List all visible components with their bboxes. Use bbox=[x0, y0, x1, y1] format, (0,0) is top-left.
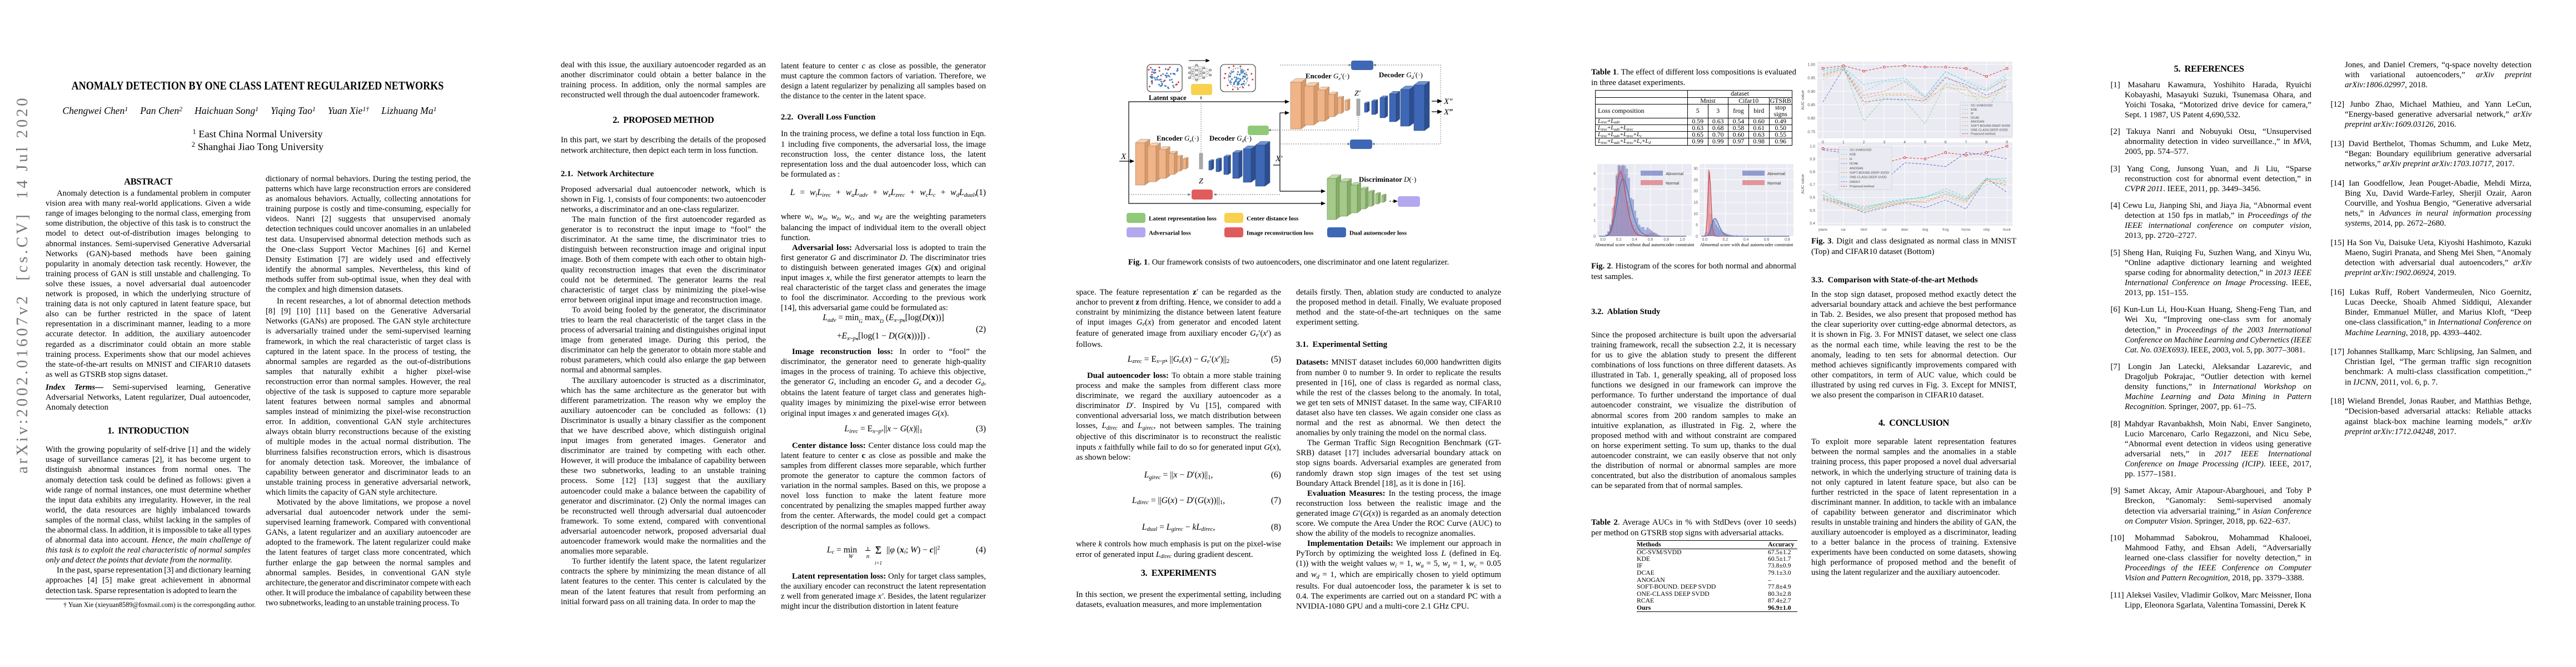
svg-text:OC-SVM/SVDD: OC-SVM/SVDD bbox=[1850, 149, 1871, 152]
svg-text:0.6: 0.6 bbox=[1810, 196, 1815, 200]
svg-text:Decoder Gd′(·): Decoder Gd′(·) bbox=[1379, 71, 1423, 80]
svg-text:Z: Z bbox=[1199, 177, 1203, 186]
svg-text:frog: frog bbox=[1942, 228, 1949, 232]
svg-text:ONE-CLASS-DEEP-SVDD: ONE-CLASS-DEEP-SVDD bbox=[1850, 176, 1887, 180]
svg-text:Center distance loss: Center distance loss bbox=[1247, 216, 1299, 222]
svg-text:0.0: 0.0 bbox=[1600, 238, 1606, 242]
svg-text:5: 5 bbox=[1696, 223, 1698, 227]
svg-text:ship: ship bbox=[1983, 228, 1990, 232]
svg-text:0.6: 0.6 bbox=[1648, 238, 1653, 242]
svg-text:20: 20 bbox=[1693, 190, 1698, 193]
svg-text:Abnormal score with dual autoe: Abnormal score with dual autoencoder con… bbox=[1700, 242, 1793, 247]
svg-text:0.0: 0.0 bbox=[1702, 238, 1707, 242]
svg-text:0.8: 0.8 bbox=[1663, 238, 1669, 242]
svg-text:15: 15 bbox=[1693, 201, 1698, 205]
svg-text:1.0: 1.0 bbox=[1810, 145, 1815, 148]
svg-text:0.2: 0.2 bbox=[1723, 238, 1728, 242]
svg-text:5: 5 bbox=[1924, 141, 1926, 145]
svg-text:truck: truck bbox=[2003, 228, 2011, 232]
svg-text:6: 6 bbox=[1945, 141, 1947, 145]
svg-text:deer: deer bbox=[1901, 228, 1909, 232]
svg-text:1: 1 bbox=[1593, 219, 1596, 223]
svg-text:car: car bbox=[1841, 228, 1846, 232]
svg-text:3: 3 bbox=[1883, 141, 1885, 145]
svg-text:Z′: Z′ bbox=[1354, 89, 1361, 98]
svg-text:SOFT-BOUND-DEEP-SVDD: SOFT-BOUND-DEEP-SVDD bbox=[1971, 125, 2010, 128]
svg-text:bird: bird bbox=[1861, 228, 1867, 232]
svg-text:0.2: 0.2 bbox=[1616, 238, 1622, 242]
svg-text:Normal: Normal bbox=[1767, 181, 1781, 186]
svg-text:0: 0 bbox=[1593, 235, 1596, 239]
svg-text:25: 25 bbox=[1693, 178, 1698, 182]
svg-text:0.7: 0.7 bbox=[1810, 183, 1815, 187]
svg-text:Discriminator D(·): Discriminator D(·) bbox=[1359, 175, 1416, 183]
svg-text:DADGT: DADGT bbox=[1850, 181, 1861, 184]
svg-text:Adversarial loss: Adversarial loss bbox=[1149, 230, 1191, 237]
svg-text:4: 4 bbox=[1904, 141, 1906, 145]
svg-text:AUC value: AUC value bbox=[1801, 90, 1805, 110]
svg-text:Decoder Gd(·): Decoder Gd(·) bbox=[1209, 134, 1252, 143]
svg-text:0.80: 0.80 bbox=[1807, 117, 1815, 121]
svg-text:0.4: 0.4 bbox=[1743, 238, 1749, 242]
svg-text:1.00: 1.00 bbox=[1807, 63, 1815, 67]
svg-text:0.4: 0.4 bbox=[1810, 222, 1815, 226]
svg-text:0: 0 bbox=[1822, 141, 1824, 145]
svg-text:2: 2 bbox=[1863, 141, 1865, 145]
svg-text:dog: dog bbox=[1922, 228, 1928, 232]
svg-text:KDE: KDE bbox=[1850, 153, 1856, 157]
svg-text:0.75: 0.75 bbox=[1807, 130, 1815, 134]
svg-text:0.9: 0.9 bbox=[1810, 158, 1815, 162]
svg-text:OC-SVM/SVDD: OC-SVM/SVDD bbox=[1971, 104, 1992, 108]
svg-text:cat: cat bbox=[1882, 228, 1887, 232]
svg-text:ONE-CLASS-DEEP-SVDD: ONE-CLASS-DEEP-SVDD bbox=[1971, 128, 2008, 132]
svg-text:SOFT-BOUND-DEEP-SVDD: SOFT-BOUND-DEEP-SVDD bbox=[1850, 172, 1889, 175]
svg-text:0.90: 0.90 bbox=[1807, 90, 1815, 94]
svg-text:Latent representation loss: Latent representation loss bbox=[1149, 216, 1217, 222]
svg-text:Proposed method: Proposed method bbox=[1971, 133, 1995, 136]
svg-text:9: 9 bbox=[2006, 141, 2008, 145]
svg-text:X′: X′ bbox=[1275, 155, 1283, 163]
svg-text:X‴: X‴ bbox=[1443, 108, 1453, 117]
svg-text:10: 10 bbox=[1693, 212, 1698, 216]
svg-text:Dual autoencoder loss: Dual autoencoder loss bbox=[1349, 230, 1407, 237]
svg-text:0.6: 0.6 bbox=[1764, 238, 1770, 242]
svg-text:horse: horse bbox=[1961, 228, 1971, 232]
svg-text:Abnormal: Abnormal bbox=[1767, 171, 1785, 176]
svg-text:0.5: 0.5 bbox=[1810, 209, 1815, 213]
svg-text:ANOGAN: ANOGAN bbox=[1850, 167, 1863, 170]
svg-text:Abnormal: Abnormal bbox=[1666, 171, 1683, 176]
svg-text:0.8: 0.8 bbox=[1810, 171, 1815, 175]
svg-text:0.85: 0.85 bbox=[1807, 103, 1815, 107]
svg-text:AUC value: AUC value bbox=[1801, 174, 1805, 194]
svg-text:2: 2 bbox=[1593, 203, 1596, 207]
svg-text:ANOGAN: ANOGAN bbox=[1971, 121, 1984, 124]
svg-text:0.4: 0.4 bbox=[1632, 238, 1637, 242]
svg-text:4: 4 bbox=[1593, 172, 1596, 176]
svg-text:Latent space: Latent space bbox=[1149, 94, 1187, 102]
svg-text:IF: IF bbox=[1971, 112, 1974, 116]
svg-text:KDE: KDE bbox=[1971, 108, 1977, 112]
svg-text:DCAE: DCAE bbox=[1850, 162, 1858, 166]
svg-text:8: 8 bbox=[1985, 141, 1987, 145]
svg-text:X: X bbox=[1120, 152, 1127, 161]
svg-text:Abnormal score without dual au: Abnormal score without dual autoencoder … bbox=[1595, 242, 1695, 247]
svg-text:Image reconstruction loss: Image reconstruction loss bbox=[1247, 230, 1314, 237]
svg-text:30: 30 bbox=[1693, 167, 1698, 171]
svg-text:3: 3 bbox=[1593, 188, 1596, 192]
svg-text:1.0: 1.0 bbox=[1680, 238, 1685, 242]
svg-text:plane: plane bbox=[1818, 228, 1827, 232]
svg-text:Encoder Ge(·): Encoder Ge(·) bbox=[1157, 134, 1199, 143]
svg-text:0.95: 0.95 bbox=[1807, 77, 1815, 81]
svg-text:0.8: 0.8 bbox=[1785, 238, 1790, 242]
svg-text:Encoder Ge′(·): Encoder Ge′(·) bbox=[1306, 72, 1349, 81]
svg-text:0: 0 bbox=[1696, 235, 1698, 239]
svg-text:Normal: Normal bbox=[1666, 181, 1680, 186]
svg-text:7: 7 bbox=[1965, 141, 1967, 145]
svg-text:DCAE: DCAE bbox=[1971, 116, 1980, 120]
svg-text:1: 1 bbox=[1842, 141, 1845, 145]
svg-text:X″: X″ bbox=[1443, 97, 1453, 106]
svg-text:IF: IF bbox=[1850, 158, 1853, 161]
svg-text:Proposed method: Proposed method bbox=[1850, 185, 1874, 188]
